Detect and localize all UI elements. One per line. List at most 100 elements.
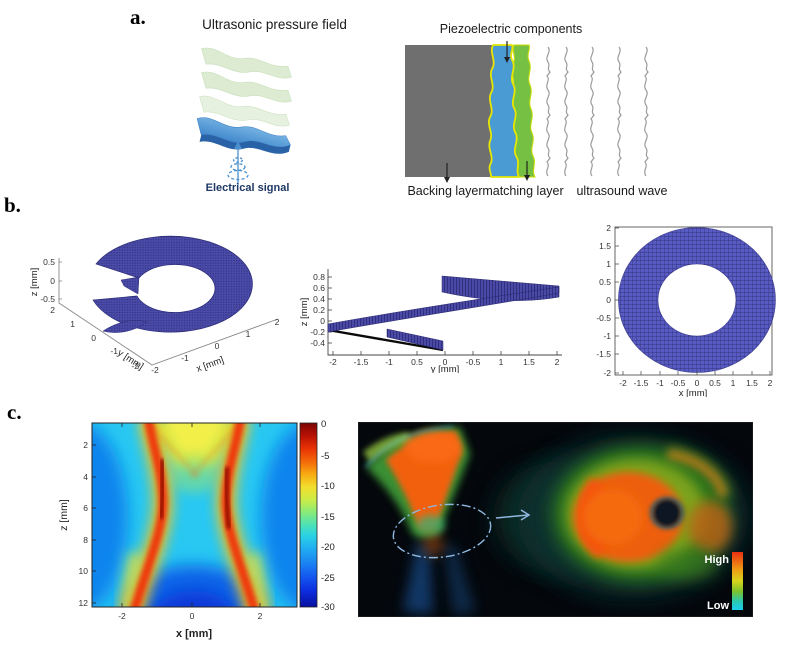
piezoelectric-components-label: Piezoelectric components [439,22,583,36]
spiral-side-profile-shape [327,275,560,352]
tick-label: -2 [131,361,139,371]
tick-label: -2 [118,611,126,621]
colorbar [299,422,318,608]
z-axis-label: z [mm] [29,268,40,297]
tick-label: 0.5 [43,257,55,267]
tick-label: -0.5 [671,378,686,388]
ultrasound-waves [546,46,649,177]
tick-label: 0 [606,295,611,305]
tick-label: 1.5 [599,241,611,251]
colorbar-tick: -5 [321,451,329,462]
tick-label: 0 [91,333,96,343]
heatmap-image [92,423,297,607]
matching-layer-label: matching layer [482,184,564,198]
tick-label: -1 [181,353,189,363]
tick-label: 2 [606,223,611,233]
tick-label: -0.5 [40,294,55,304]
z-axis-label: z [mm] [299,298,310,327]
electrical-signal-spiral-icon [227,141,249,185]
tick-label: -0.5 [596,313,611,323]
piezoelectric-strip [487,44,520,178]
volume-rendering-panel: High Low [358,422,753,617]
tick-label: 1 [731,378,736,388]
zoom-arrow [495,509,531,521]
y-axis-label: y [mm] [431,364,460,373]
tick-label: 6 [83,503,88,513]
annulus-shape [618,227,776,373]
tick-label: 0 [190,611,195,621]
tick-label: -1.5 [354,357,369,367]
colorbar-tick: -25 [321,573,335,584]
tick-label: -0.5 [466,357,481,367]
tick-label: -1 [603,331,611,341]
electrical-signal-label: Electrical signal [205,182,290,194]
colorbar-tick: -20 [321,542,335,553]
panel-a-title: Ultrasonic pressure field [202,17,347,32]
tick-label: 2 [768,378,773,388]
tick-label: 0.5 [599,277,611,287]
tick-label: -1.5 [596,349,611,359]
ultrasound-wave-label: ultrasound wave [576,184,668,198]
tick-label: -0.4 [310,338,325,348]
colorbar-low-label: Low [707,600,729,612]
colorbar-high-label: High [705,554,730,566]
tick-label: 1 [70,319,75,329]
vortex-render [493,437,748,597]
spiral-side-view-plot: 0.8 0.6 0.4 0.2 0 -0.2 -0.4 -2 -1.5 -1 0… [299,269,562,373]
tick-label: -2 [151,365,159,375]
x-axis-label: x [mm] [195,355,226,375]
tick-label: 10 [79,566,89,576]
tick-label: 0.5 [411,357,423,367]
tick-label: 1.5 [746,378,758,388]
colorbar-tick: -30 [321,602,335,613]
transducer-stack-diagram [405,41,649,183]
spiral-3d-view-plot: 0.5 0 -0.5 2 1 0 -1 -2 -2 -1 0 1 2 z [mm… [29,235,280,375]
panel-c-label: c. [7,400,22,424]
pressure-field-heatmap: 2 4 6 8 10 12 -2 0 2 z [mm] x [mm] 0 -5 … [58,419,335,640]
tick-label: -2 [603,368,611,378]
tick-label: 1.5 [523,357,535,367]
tick-label: 4 [83,472,88,482]
spiral-transducer-3d-shape [92,235,253,333]
y-axis-label: y [mm] [115,348,145,373]
tick-label: 0.4 [313,294,325,304]
tick-label: 1 [606,259,611,269]
colorbar-tick: -15 [321,512,335,523]
tick-label: 2 [50,305,55,315]
piezo-sheet-blue [196,117,291,154]
tick-label: 12 [79,598,89,608]
colorbar-tick: 0 [321,419,326,430]
backing-layer-label: Backing layer [407,184,483,198]
x-axis-label: x [mm] [679,388,708,397]
tick-label: -1 [656,378,664,388]
annotation-ellipse [392,503,492,559]
tick-label: 2 [83,440,88,450]
tick-label: -2 [329,357,337,367]
tick-label: -1.5 [634,378,649,388]
tick-label: 0 [215,341,220,351]
tick-label: 0.5 [709,378,721,388]
tick-label: 0 [50,276,55,286]
tick-label: 8 [83,535,88,545]
panel-b-label: b. [4,193,21,217]
tick-label: 0 [443,357,448,367]
tick-label: 1 [499,357,504,367]
tick-label: -1 [385,357,393,367]
tick-label: 0.8 [313,272,325,282]
transducer-schematic-illustration [195,44,295,185]
z-axis-label: z [mm] [58,499,70,531]
tick-label: -2 [619,378,627,388]
tick-label: 2 [258,611,263,621]
intensity-colorbar [732,552,743,610]
tick-label: 0.6 [313,283,325,293]
colorbar-tick: -10 [321,481,335,492]
tick-label: 0 [320,316,325,326]
axes-3d [58,258,279,366]
tick-label: 0.2 [313,305,325,315]
beam-render [363,426,476,615]
tick-label: -0.2 [310,327,325,337]
backing-layer-block [405,45,497,177]
tick-label: -1 [110,346,118,356]
tick-label: 0 [695,378,700,388]
